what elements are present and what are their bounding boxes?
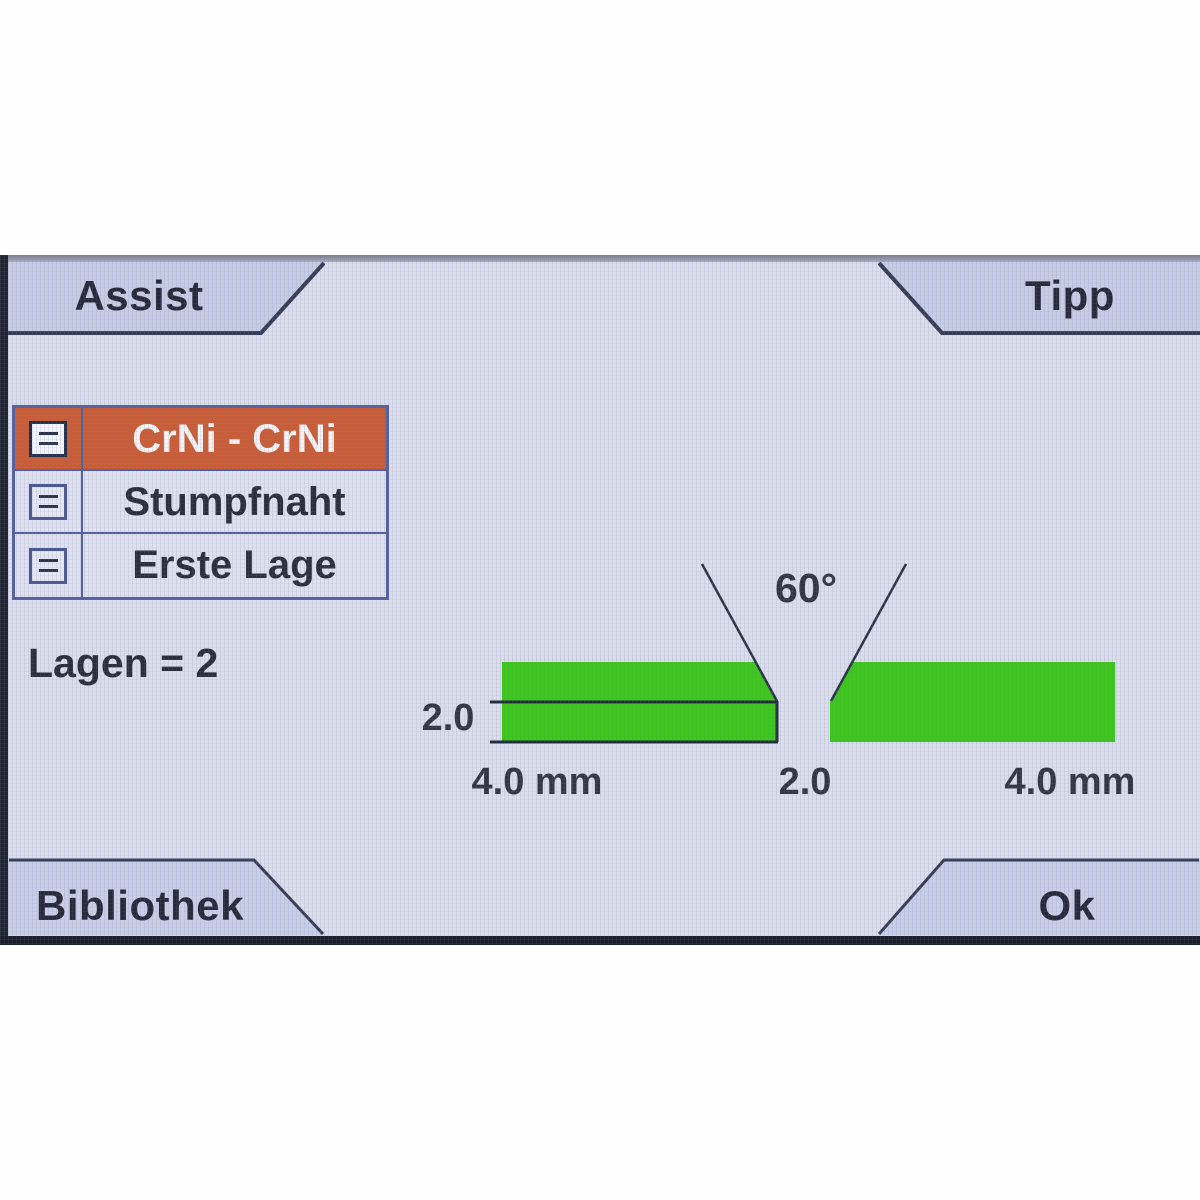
screen-bottom-edge xyxy=(0,936,1200,945)
list-item-label: CrNi - CrNi xyxy=(132,417,337,461)
list-item-label: Erste Lage xyxy=(132,543,337,587)
ok-button[interactable]: Ok xyxy=(1038,882,1096,929)
right-plate-thickness: 4.0 mm xyxy=(1004,761,1136,803)
weld-settings-list: CrNi - CrNi Stumpfnaht Erste Lage xyxy=(12,405,389,600)
list-item-material[interactable]: CrNi - CrNi xyxy=(15,408,386,471)
weld-joint-diagram xyxy=(490,563,1115,744)
tab-assist-shape[interactable] xyxy=(8,262,325,335)
icon-cell xyxy=(15,408,83,469)
groove-right-line xyxy=(829,563,908,702)
bibliothek-button[interactable]: Bibliothek xyxy=(35,882,244,929)
tab-tipp-shape[interactable] xyxy=(878,262,1200,335)
icon-cell xyxy=(15,534,83,597)
menu-lines-icon xyxy=(29,420,67,457)
welding-assist-screen: Assist Tipp CrNi - CrNi Stumpfnaht xyxy=(0,255,1200,945)
list-item-label: Stumpfnaht xyxy=(123,480,346,524)
icon-cell xyxy=(15,471,83,532)
tab-assist[interactable]: Assist xyxy=(74,272,204,319)
bibliothek-button-shape[interactable] xyxy=(8,858,325,935)
list-item-layer[interactable]: Erste Lage xyxy=(15,534,386,597)
screen-top-edge xyxy=(0,255,1200,262)
root-face-dimension: 2.0 xyxy=(421,697,475,739)
ok-button-shape[interactable] xyxy=(878,858,1200,935)
right-plate xyxy=(830,662,1115,742)
groove-left-line xyxy=(700,563,779,702)
menu-lines-icon xyxy=(29,483,67,520)
list-item-seam-type[interactable]: Stumpfnaht xyxy=(15,471,386,534)
tab-tipp[interactable]: Tipp xyxy=(1025,272,1115,319)
groove-angle-label: 60° xyxy=(774,565,837,611)
menu-lines-icon xyxy=(29,547,67,584)
screen-left-bezel xyxy=(0,255,8,945)
root-gap-dimension: 2.0 xyxy=(778,761,832,803)
left-plate-thickness: 4.0 mm xyxy=(471,761,603,803)
layers-count-label: Lagen = 2 xyxy=(28,640,219,686)
